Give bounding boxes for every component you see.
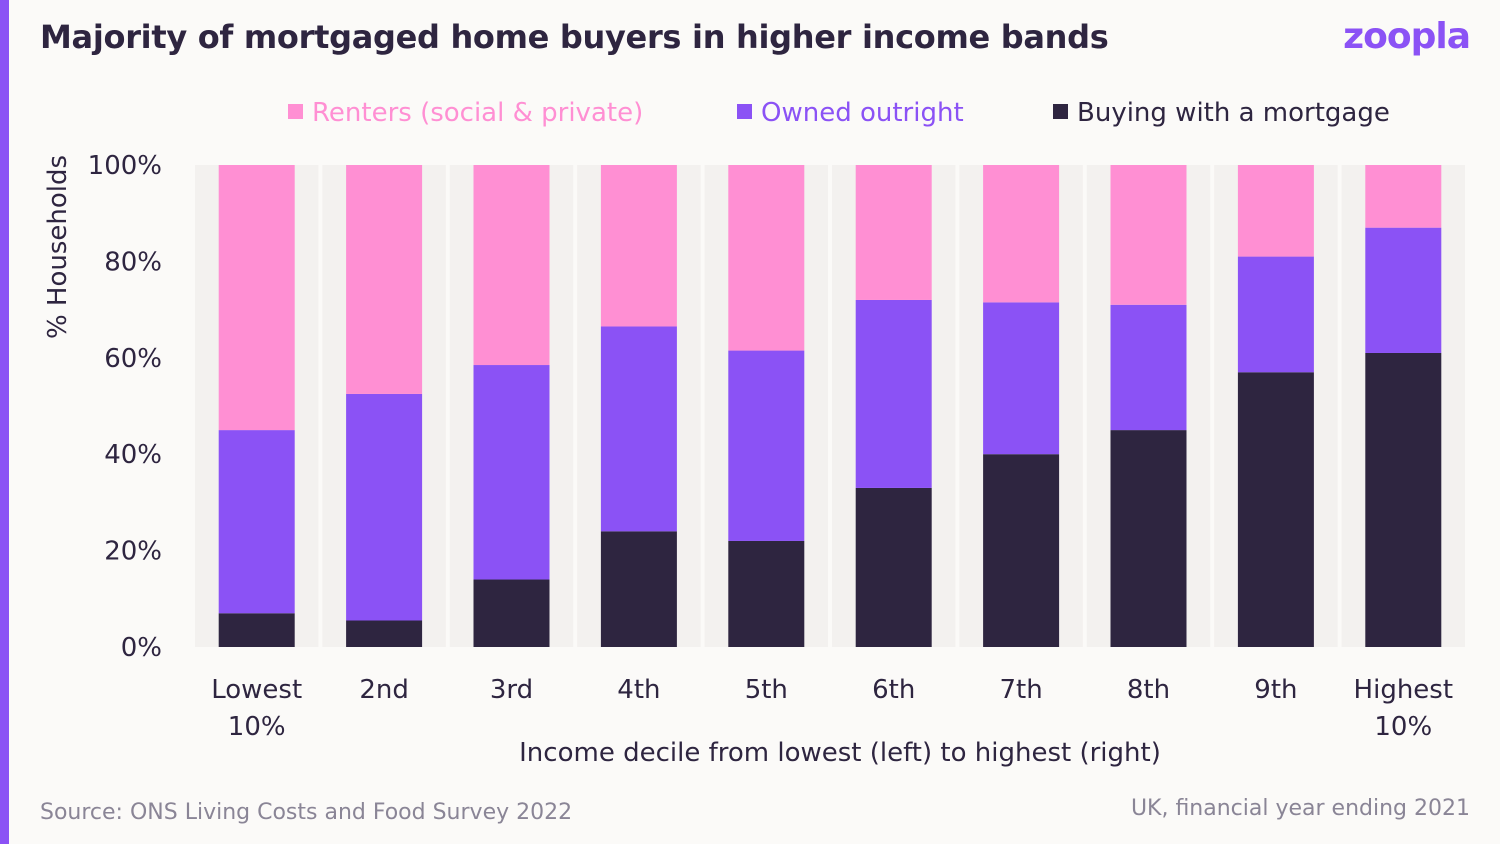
legend-label: Renters (social & private) (312, 98, 643, 128)
bar-mortgage (1237, 372, 1314, 647)
x-tick-label: Lowest 10% (211, 675, 302, 742)
bar-owned (728, 350, 805, 541)
bar-owned (983, 302, 1060, 455)
x-tick-label: 8th (1127, 675, 1170, 705)
bar-renters (346, 165, 423, 394)
bar-owned (1365, 227, 1442, 353)
bar-owned (1237, 256, 1314, 373)
bar-mortgage (473, 579, 550, 647)
x-axis-ticks: Lowest 10% 2nd 3rd 4th 5th 6th 7th 8th 9th Highest… (211, 675, 1453, 742)
bar-mortgage (1110, 430, 1187, 647)
bar-renters (1110, 165, 1187, 305)
bar-owned (855, 299, 932, 488)
legend-item-owned: Owned outright (737, 98, 964, 128)
legend: Renters (social & private) Owned outright… (288, 98, 1390, 128)
y-tick-label: 80% (104, 247, 162, 277)
legend-swatch (737, 104, 752, 119)
bar-renters (728, 165, 805, 351)
accent-strip (0, 0, 9, 844)
x-tick-label: 2nd (359, 675, 409, 705)
source-note: Source: ONS Living Costs and Food Survey… (40, 800, 573, 825)
y-tick-label: 40% (104, 440, 162, 470)
zoopla-logo: zoopla (1343, 16, 1471, 57)
bar-owned (473, 365, 550, 580)
x-tick-label: 9th (1254, 675, 1297, 705)
bar-renters (1237, 165, 1314, 257)
period-note: UK, financial year ending 2021 (1130, 796, 1470, 821)
legend-label: Buying with a mortgage (1077, 98, 1390, 128)
y-tick-label: 0% (121, 633, 162, 663)
chart-title: Majority of mortgaged home buyers in hig… (40, 18, 1109, 56)
legend-label: Owned outright (761, 98, 964, 128)
bar-renters (1365, 165, 1442, 228)
bar-mortgage (1365, 352, 1442, 647)
x-tick-label: 5th (745, 675, 788, 705)
bar-owned (346, 393, 423, 621)
bar-mortgage (218, 613, 295, 647)
bar-mortgage (600, 531, 677, 647)
x-tick-label: 4th (617, 675, 660, 705)
x-axis-title: Income decile from lowest (left) to high… (519, 738, 1161, 768)
legend-swatch (1053, 104, 1068, 119)
y-tick-label: 100% (88, 151, 162, 181)
bar-owned (600, 326, 677, 532)
legend-item-renters: Renters (social & private) (288, 98, 643, 128)
x-tick-label: Highest 10% (1354, 675, 1454, 742)
bar-renters (473, 165, 550, 366)
legend-swatch (288, 104, 303, 119)
bar-mortgage (346, 620, 423, 647)
bar-renters (600, 165, 677, 327)
x-tick-label: 6th (872, 675, 915, 705)
bar-renters (983, 165, 1060, 303)
bar-renters (855, 165, 932, 300)
y-tick-label: 20% (104, 537, 162, 567)
x-tick-label: 7th (999, 675, 1042, 705)
bar-mortgage (728, 540, 805, 647)
bar-renters (218, 165, 295, 431)
bar-mortgage (855, 487, 932, 647)
y-tick-label: 60% (104, 344, 162, 374)
y-axis-title: % Households (43, 155, 73, 339)
bar-owned (1110, 304, 1187, 431)
legend-item-mortgage: Buying with a mortgage (1053, 98, 1390, 128)
x-tick-label: 3rd (490, 675, 533, 705)
bar-owned (218, 430, 295, 614)
y-axis-ticks: 0% 20% 40% 60% 80% 100% (88, 151, 162, 663)
bar-mortgage (983, 454, 1060, 647)
bar-groups (218, 165, 1442, 647)
